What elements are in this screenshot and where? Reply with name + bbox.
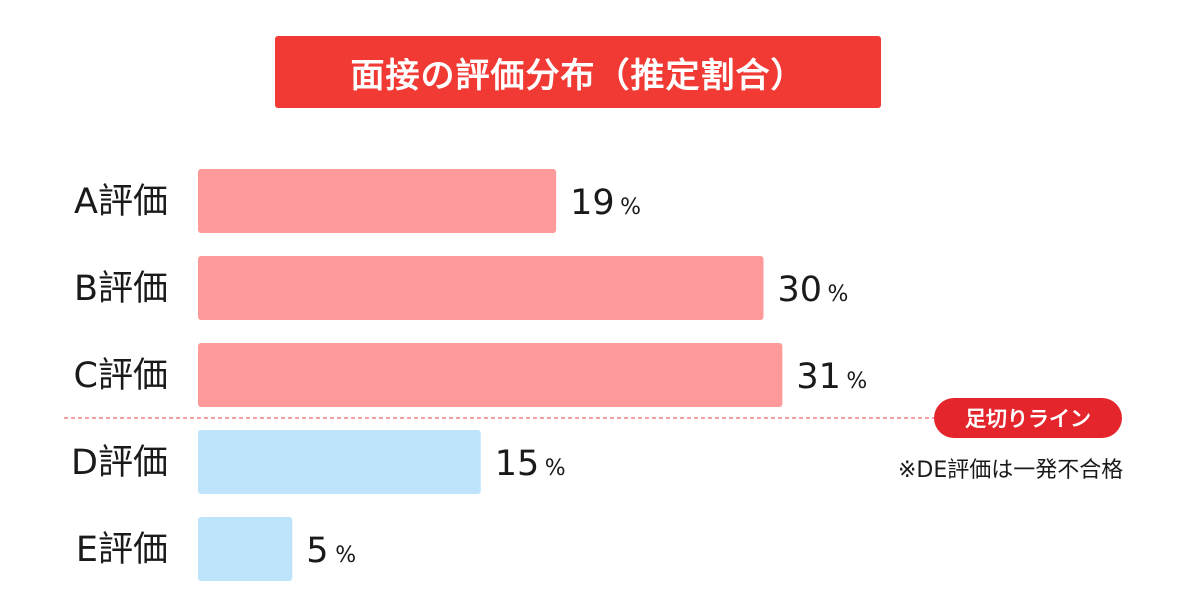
category-label: B評価 xyxy=(74,269,168,309)
bar-1 xyxy=(198,169,557,233)
value-label: 31 xyxy=(796,357,841,397)
chart-title: 面接の評価分布（推定割合） xyxy=(350,55,806,96)
bar-3 xyxy=(198,343,783,407)
category-label: C評価 xyxy=(74,356,168,396)
value-unit: % xyxy=(545,456,566,481)
bar-5 xyxy=(198,517,293,581)
bar-2 xyxy=(198,256,764,320)
value-unit: % xyxy=(620,195,641,220)
chart-title-banner: 面接の評価分布（推定割合） xyxy=(275,36,881,108)
cutoff-line-badge: 足切りライン xyxy=(934,398,1122,438)
category-label: A評価 xyxy=(74,182,168,222)
value-unit: % xyxy=(335,543,356,568)
value-label: 30 xyxy=(778,270,823,310)
value-label: 15 xyxy=(495,444,540,484)
value-label: 19 xyxy=(570,183,615,223)
cutoff-note: ※DE評価は一発不合格 xyxy=(898,458,1124,483)
category-label: D評価 xyxy=(71,443,168,483)
value-label: 5 xyxy=(306,531,328,571)
value-unit: % xyxy=(828,282,849,307)
bar-4 xyxy=(198,430,481,494)
value-unit: % xyxy=(846,369,867,394)
category-label: E評価 xyxy=(76,530,168,570)
